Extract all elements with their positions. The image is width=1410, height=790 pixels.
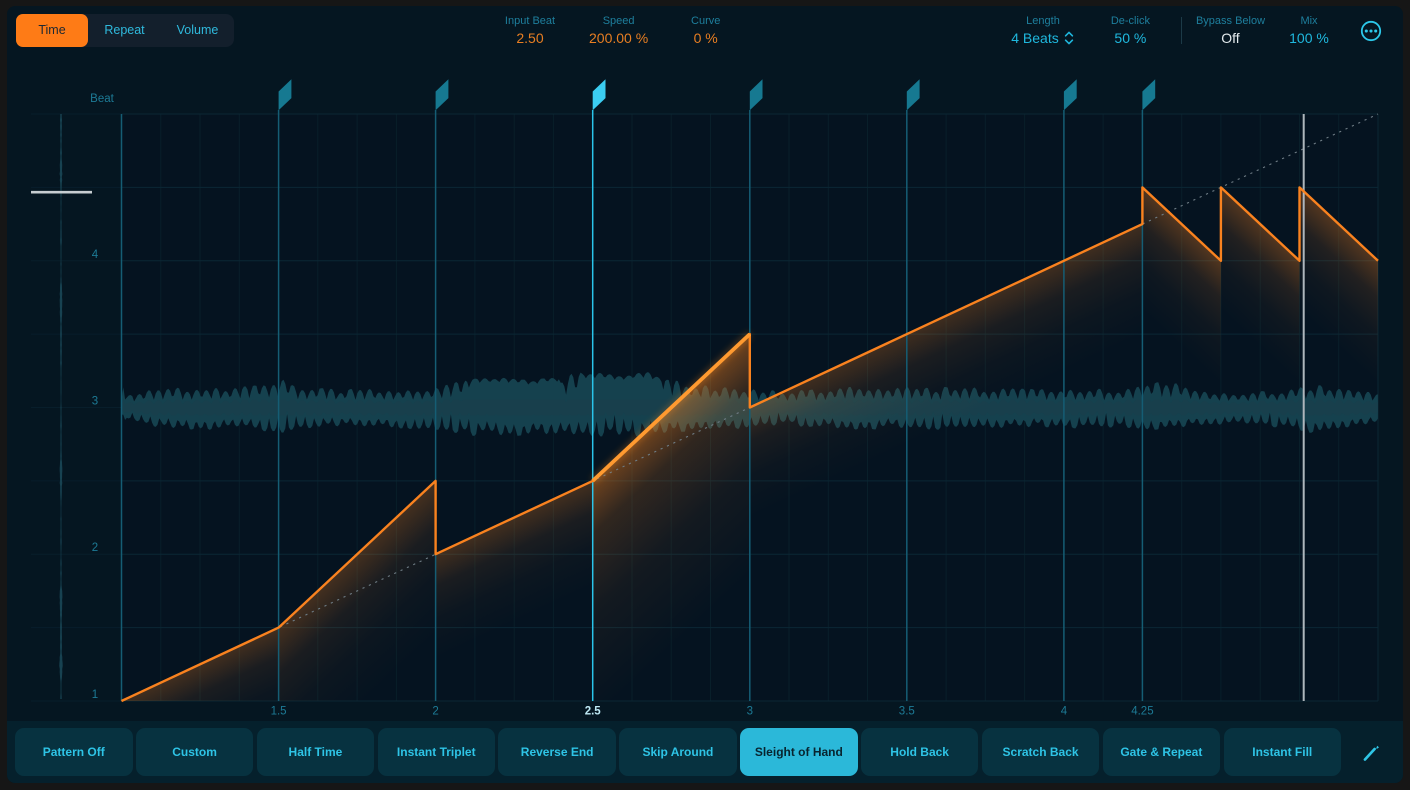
- svg-text:4: 4: [92, 249, 99, 261]
- svg-text:1.5: 1.5: [271, 706, 287, 718]
- svg-text:2.5: 2.5: [585, 706, 602, 718]
- svg-text:1: 1: [92, 689, 98, 701]
- svg-text:Beat: Beat: [90, 93, 114, 105]
- svg-text:4: 4: [1061, 706, 1068, 718]
- svg-text:3.5: 3.5: [899, 706, 915, 718]
- svg-text:4.25: 4.25: [1131, 706, 1153, 718]
- svg-text:2: 2: [92, 542, 98, 554]
- svg-text:3: 3: [92, 396, 98, 408]
- svg-text:3: 3: [747, 706, 753, 718]
- svg-text:2: 2: [432, 706, 438, 718]
